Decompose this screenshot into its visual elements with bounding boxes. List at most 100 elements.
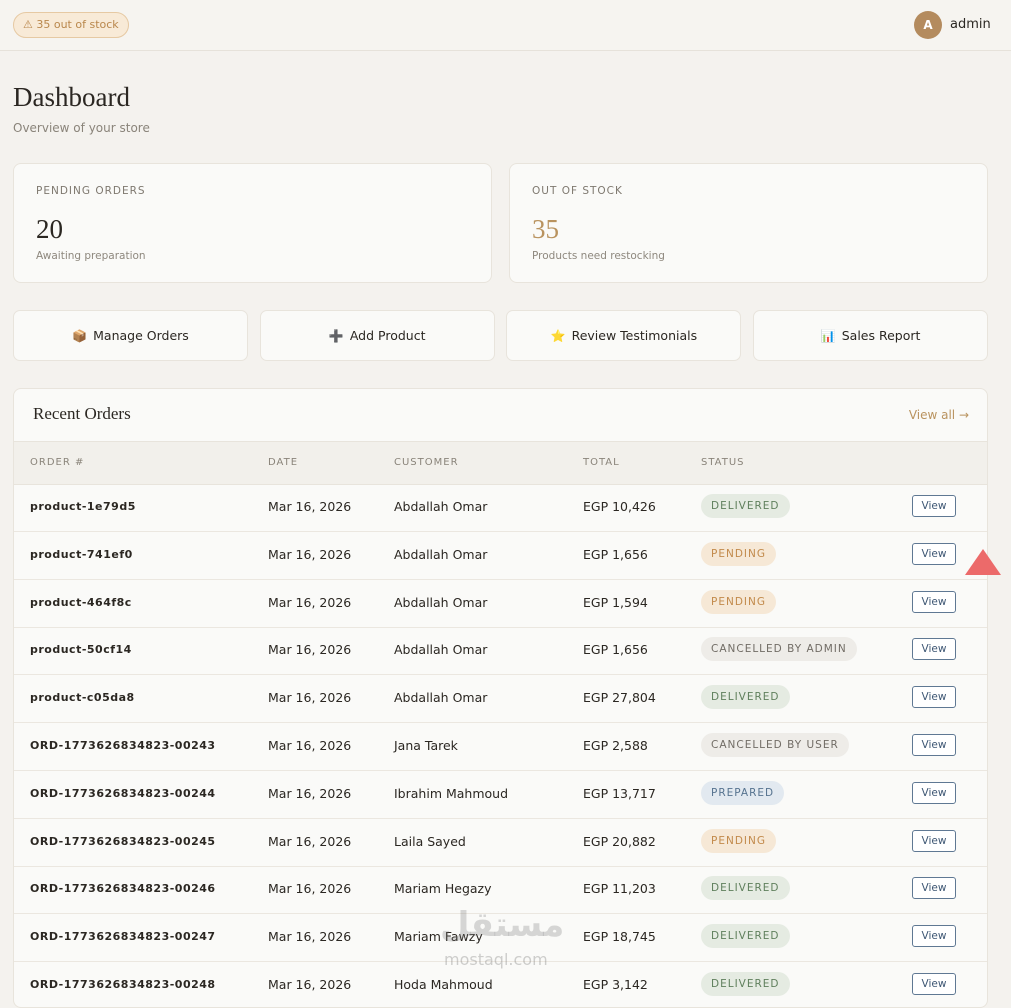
order-row: ORD-1773626834823-00245 Mar 16, 2026 Laila… xyxy=(14,818,987,867)
order-total: EGP 1,594 xyxy=(583,594,648,610)
column-header: ORDER # xyxy=(30,457,85,468)
stat-card: OUT OF STOCK 35 Products need restocking xyxy=(509,163,988,283)
status-pill: DELIVERED xyxy=(701,494,790,518)
order-id: ORD-1773626834823-00244 xyxy=(30,786,216,800)
recent-orders: Recent Orders View all → ORDER # DATE CUST… xyxy=(13,388,988,1008)
order-total: EGP 18,745 xyxy=(583,929,656,945)
order-id: ORD-1773626834823-00247 xyxy=(30,930,216,944)
order-row: product-741ef0 Mar 16, 2026 Abdallah Omar E… xyxy=(14,531,987,580)
order-date: Mar 16, 2026 xyxy=(268,881,352,897)
order-date: Mar 16, 2026 xyxy=(268,929,352,945)
action-button[interactable]: ⭐ Review Testimonials xyxy=(506,310,742,361)
view-all-link[interactable]: View all → xyxy=(908,408,969,422)
order-date: Mar 16, 2026 xyxy=(268,977,352,992)
order-customer: Abdallah Omar xyxy=(394,499,488,514)
action-label: Add Product xyxy=(349,328,426,343)
order-id: ORD-1773626834823-00248 xyxy=(30,978,216,991)
status-pill: CANCELLED BY USER xyxy=(701,733,849,757)
order-total: EGP 27,804 xyxy=(583,690,656,706)
order-row: product-464f8c Mar 16, 2026 Abdallah Omar E… xyxy=(14,579,987,628)
view-button[interactable]: View xyxy=(912,638,956,661)
page-subtitle: Overview of your store xyxy=(13,121,150,135)
page-title: Dashboard xyxy=(13,82,130,112)
action-button[interactable]: ➕ Add Product xyxy=(259,310,495,361)
order-id: ORD-1773626834823-00246 xyxy=(30,882,216,896)
action-icon: 📊 xyxy=(820,328,836,343)
order-date: Mar 16, 2026 xyxy=(268,594,352,610)
order-id: product-741ef0 xyxy=(30,547,133,561)
status-pill: DELIVERED xyxy=(701,972,790,996)
view-button[interactable]: View xyxy=(912,734,956,756)
view-button[interactable]: View xyxy=(912,829,956,852)
order-customer: Mariam Hegazy xyxy=(394,881,492,897)
panel-title: Recent Orders xyxy=(33,404,131,423)
view-button[interactable]: View xyxy=(912,877,956,900)
status-pill: DELIVERED xyxy=(701,685,790,710)
order-customer: Abdallah Omar xyxy=(394,594,488,610)
order-total: EGP 13,717 xyxy=(583,785,656,801)
action-icon: ⭐ xyxy=(550,328,566,343)
order-date: Mar 16, 2026 xyxy=(268,738,352,753)
view-button[interactable]: View xyxy=(912,542,956,565)
order-date: Mar 16, 2026 xyxy=(268,785,352,801)
view-button[interactable]: View xyxy=(912,590,956,613)
stat-label: OUT OF STOCK xyxy=(532,185,623,197)
order-total: EGP 11,203 xyxy=(583,881,656,897)
order-customer: Abdallah Omar xyxy=(394,642,488,658)
status-pill: PENDING xyxy=(701,828,776,853)
status-pill: DELIVERED xyxy=(701,924,790,949)
action-button[interactable]: 📦 Manage Orders xyxy=(13,310,248,361)
top-bar: ⚠ 35 out of stock A admin xyxy=(0,0,1011,51)
action-label: Review Testimonials xyxy=(571,328,698,343)
watermark-url: mostaql.com xyxy=(444,950,548,969)
order-row: ORD-1773626834823-00246 Mar 16, 2026 Maria… xyxy=(14,865,987,915)
table-header: ORDER # DATE CUSTOMER TOTAL STATUS xyxy=(14,441,987,485)
order-total: EGP 3,142 xyxy=(583,977,648,992)
order-date: Mar 16, 2026 xyxy=(268,690,352,706)
action-button[interactable]: 📊 Sales Report xyxy=(753,310,989,361)
order-date: Mar 16, 2026 xyxy=(268,642,352,658)
order-customer: Abdallah Omar xyxy=(394,690,488,706)
order-row: ORD-1773626834823-00243 Mar 16, 2026 Jana … xyxy=(14,722,987,771)
order-id: product-c05da8 xyxy=(30,691,135,705)
view-button[interactable]: View xyxy=(912,925,956,948)
stock-badge[interactable]: ⚠ 35 out of stock xyxy=(13,12,129,38)
order-customer: Hoda Mahmoud xyxy=(394,977,493,992)
order-date: Mar 16, 2026 xyxy=(268,833,352,849)
order-row: product-1e79d5 Mar 16, 2026 Abdallah Omar E… xyxy=(14,483,987,532)
column-header: DATE xyxy=(268,457,299,468)
order-date: Mar 16, 2026 xyxy=(268,546,352,562)
order-total: EGP 20,882 xyxy=(583,833,656,849)
order-total: EGP 1,656 xyxy=(583,642,648,658)
order-row: product-c05da8 Mar 16, 2026 Abdallah Omar E… xyxy=(14,674,987,724)
status-pill: PENDING xyxy=(701,541,776,566)
order-total: EGP 2,588 xyxy=(583,738,648,753)
avatar[interactable]: A xyxy=(914,11,942,39)
status-pill: CANCELLED BY ADMIN xyxy=(701,637,857,662)
order-row: ORD-1773626834823-00247 Mar 16, 2026 Maria… xyxy=(14,913,987,963)
order-total: EGP 10,426 xyxy=(583,499,656,514)
view-button[interactable]: View xyxy=(912,686,956,709)
order-id: product-50cf14 xyxy=(30,643,132,657)
column-header: CUSTOMER xyxy=(394,457,459,468)
stat-value: 20 xyxy=(36,214,63,244)
action-icon: 📦 xyxy=(72,328,88,343)
order-customer: Jana Tarek xyxy=(394,738,458,753)
order-id: product-464f8c xyxy=(30,595,132,609)
order-customer: Abdallah Omar xyxy=(394,546,488,562)
cursor-marker xyxy=(965,549,1001,575)
view-button[interactable]: View xyxy=(912,973,956,995)
stat-note: Awaiting preparation xyxy=(36,250,146,262)
status-pill: PENDING xyxy=(701,589,776,614)
status-pill: PREPARED xyxy=(701,780,785,805)
order-date: Mar 16, 2026 xyxy=(268,499,352,514)
stat-value: 35 xyxy=(532,214,559,244)
order-row: product-50cf14 Mar 16, 2026 Abdallah Omar E… xyxy=(14,626,987,676)
order-id: product-1e79d5 xyxy=(30,500,136,513)
order-id: ORD-1773626834823-00245 xyxy=(30,834,216,848)
order-id: ORD-1773626834823-00243 xyxy=(30,739,216,752)
view-button[interactable]: View xyxy=(912,495,956,517)
user-name[interactable]: admin xyxy=(950,17,991,32)
view-button[interactable]: View xyxy=(912,781,956,804)
